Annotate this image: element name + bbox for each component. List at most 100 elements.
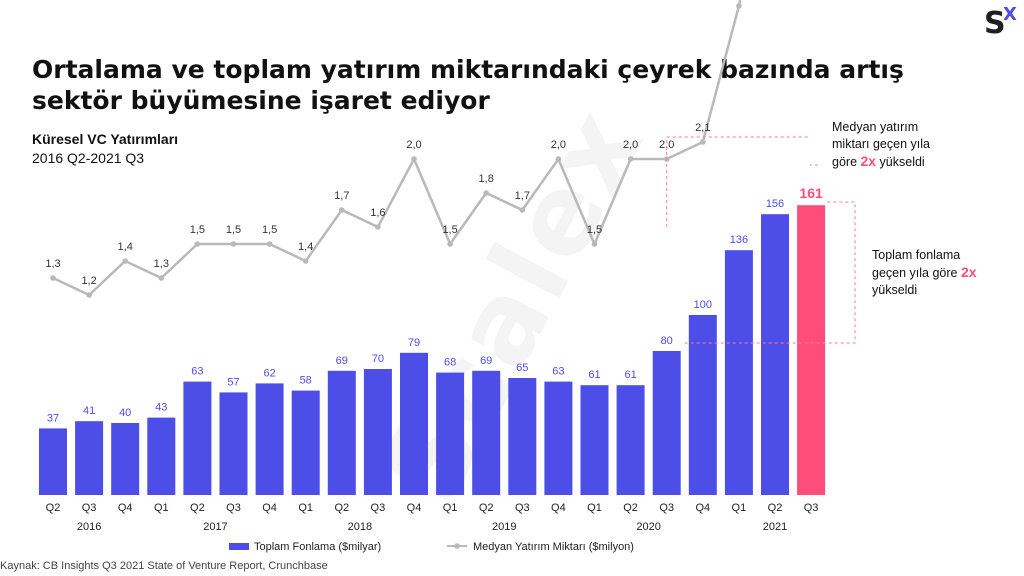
legend-line-marker: [454, 543, 460, 549]
median-annotation-highlight: 2x: [860, 153, 877, 169]
x-tick-label-15: Q1: [587, 502, 602, 514]
legend-bar-swatch: [229, 543, 249, 550]
bar-15: [580, 385, 609, 495]
median-point-15: [591, 241, 598, 247]
bar-label-5: 57: [227, 376, 239, 388]
bar-0: [39, 428, 67, 495]
median-label-6: 1,5: [262, 224, 277, 236]
median-point-2: [122, 258, 128, 264]
bar-label-12: 69: [480, 355, 492, 367]
total-annotation-line1: Toplam fonlama: [872, 248, 961, 262]
bar-label-19: 136: [730, 234, 748, 246]
x-tick-label-13: Q3: [515, 502, 530, 514]
bar-label-20: 156: [766, 198, 784, 210]
bar-label-16: 61: [624, 369, 636, 381]
x-tick-label-17: Q3: [659, 502, 674, 514]
x-tick-label-14: Q4: [551, 502, 566, 514]
year-label-1: 2017: [203, 521, 227, 533]
bar-label-9: 70: [372, 353, 384, 365]
bar-8: [327, 370, 356, 495]
median-label-14: 2,0: [551, 139, 566, 151]
total-annotation-line2: geçen yıla göre 2x: [872, 264, 977, 280]
bar-2: [111, 423, 140, 495]
x-tick-label-8: Q2: [334, 502, 349, 514]
x-tick-label-10: Q4: [407, 502, 422, 514]
bar-16: [616, 385, 645, 495]
x-tick-label-16: Q2: [623, 502, 638, 514]
median-point-13: [519, 207, 526, 213]
bar-label-1: 41: [83, 405, 95, 417]
median-point-10: [411, 156, 417, 162]
x-tick-label-11: Q1: [443, 502, 458, 514]
median-label-8: 1,7: [334, 190, 349, 202]
bar-7: [291, 390, 320, 495]
x-tick-label-19: Q1: [732, 502, 747, 514]
x-tick-label-7: Q1: [298, 502, 313, 514]
median-point-4: [194, 241, 201, 247]
x-tick-label-2: Q4: [118, 502, 133, 514]
median-point-19: [736, 3, 742, 9]
x-tick-label-6: Q4: [262, 502, 277, 514]
bar-label-8: 69: [336, 355, 348, 367]
bar-label-10: 79: [408, 337, 420, 349]
legend-line-label: Medyan Yatırım Miktarı ($milyon): [473, 541, 634, 553]
chart-subtitle: 2016 Q2-2021 Q3: [32, 150, 145, 166]
median-line: [52, 0, 742, 297]
median-point-0: [50, 275, 56, 281]
median-label-10: 2,0: [406, 139, 421, 151]
bar-label-0: 37: [47, 412, 59, 424]
chart-subtitle-bold: Küresel VC Yatırımları: [32, 131, 179, 147]
median-point-12: [483, 190, 490, 196]
legend-bar-label: Toplam Fonlama ($milyar): [254, 541, 381, 553]
x-tick-label-9: Q3: [371, 502, 386, 514]
bar-12: [472, 370, 501, 495]
source-note: Kaynak: CB Insights Q3 2021 State of Ven…: [0, 560, 328, 572]
bar-20: [761, 214, 789, 495]
bar-17: [652, 351, 681, 495]
median-label-5: 1,5: [226, 224, 241, 236]
median-label-0: 1,3: [45, 258, 60, 270]
bar-label-15: 61: [588, 369, 600, 381]
total-annotation: Toplam fonlama geçen yıla göre 2x yüksel…: [872, 247, 977, 299]
median-point-11: [447, 241, 453, 247]
bar-label-7: 58: [300, 375, 312, 387]
chart-title: Ortalama ve toplam yatırım miktarındaki …: [32, 55, 904, 115]
bar-6: [255, 383, 284, 495]
bar-11: [436, 372, 465, 495]
median-label-18: 2,1: [695, 122, 710, 134]
bar-5: [219, 392, 248, 495]
total-annotation-highlight: 2x: [960, 264, 977, 280]
bar-label-17: 80: [661, 335, 673, 347]
median-point-1: [86, 292, 92, 298]
bar-label-21: 161: [799, 185, 823, 201]
bar-label-3: 43: [155, 402, 167, 414]
bar-14: [544, 381, 573, 495]
median-point-7: [302, 258, 309, 264]
x-tick-label-20: Q2: [768, 502, 783, 514]
median-label-7: 1,4: [298, 241, 313, 253]
bar-4: [183, 381, 212, 495]
median-annotation-line1: Medyan yatırım: [832, 120, 919, 134]
year-label-5: 2021: [763, 521, 787, 533]
x-tick-label-12: Q2: [479, 502, 494, 514]
median-label-2: 1,4: [118, 241, 133, 253]
bar-21: [797, 205, 826, 495]
bar-10: [400, 352, 428, 495]
total-annotation-line3: yükseldi: [872, 283, 918, 297]
bar-label-13: 65: [516, 362, 528, 374]
median-point-6: [266, 241, 273, 247]
total-bracket: [684, 201, 856, 344]
logo-x: X: [1003, 4, 1017, 25]
median-label-11: 1,5: [442, 224, 457, 236]
median-point-9: [375, 224, 381, 230]
median-point-8: [339, 207, 345, 213]
x-tick-label-3: Q1: [154, 502, 169, 514]
x-tick-label-21: Q3: [804, 502, 819, 514]
logo-s: S: [984, 6, 1006, 41]
x-tick-label-18: Q4: [695, 502, 710, 514]
brand-logo: S X: [984, 4, 1020, 41]
median-label-13: 1,7: [515, 190, 530, 202]
median-label-16: 2,0: [623, 139, 638, 151]
year-label-4: 2020: [636, 521, 660, 533]
